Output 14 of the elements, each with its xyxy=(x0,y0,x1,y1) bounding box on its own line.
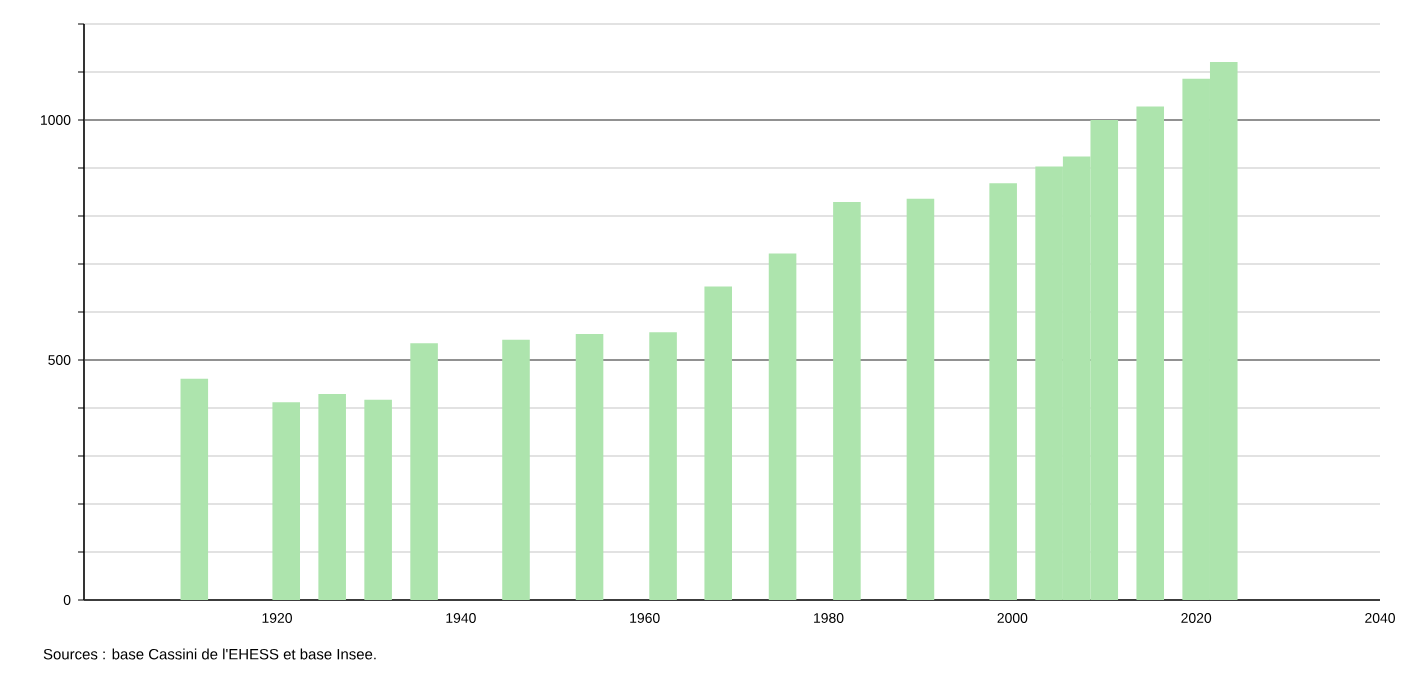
bar xyxy=(575,334,604,600)
bar xyxy=(364,399,392,600)
bar xyxy=(318,394,346,600)
bar xyxy=(989,183,1017,600)
bar xyxy=(906,198,935,600)
bar xyxy=(272,402,300,600)
bar xyxy=(1136,106,1165,600)
bar xyxy=(649,332,677,600)
bar xyxy=(833,202,861,600)
bar xyxy=(502,339,530,600)
bar xyxy=(704,286,733,600)
bar xyxy=(410,343,438,600)
bar xyxy=(768,253,797,600)
bar xyxy=(180,378,209,600)
